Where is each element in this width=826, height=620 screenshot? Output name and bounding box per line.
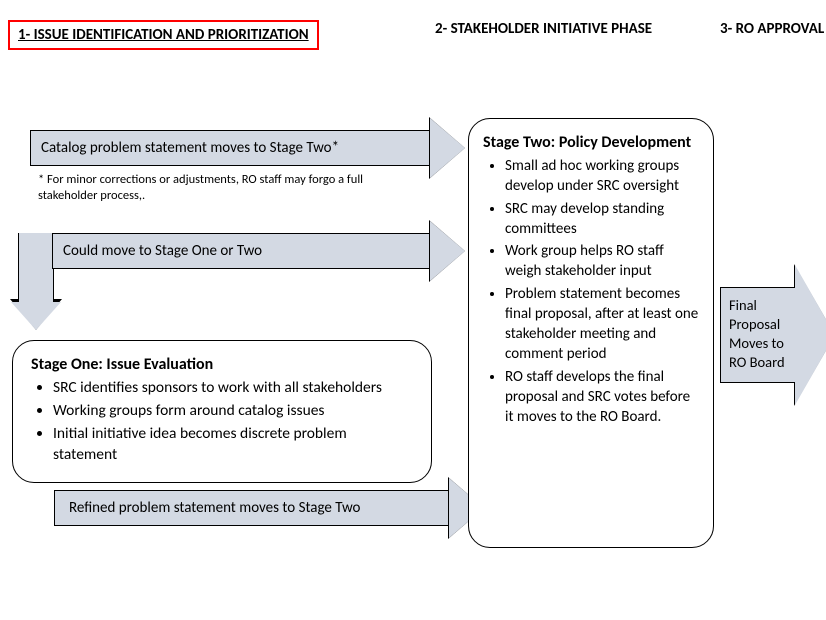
- header-phase-1: 1- ISSUE IDENTIFICATION AND PRIORITIZATI…: [8, 20, 319, 50]
- list-item: Work group helps RO staff weigh stakehol…: [505, 241, 699, 282]
- arrow-down-segment: [18, 233, 54, 303]
- arrow-catalog-to-stage-two: Catalog problem statement moves to Stage…: [30, 130, 430, 166]
- stage-two-title: Stage Two: Policy Development: [483, 133, 699, 152]
- arrow-head-down-icon: [11, 302, 61, 330]
- arrow-could-move: Could move to Stage One or Two: [52, 233, 430, 269]
- stage-two-list: Small ad hoc working groups develop unde…: [483, 156, 699, 427]
- stage-two-box: Stage Two: Policy Development Small ad h…: [468, 118, 714, 548]
- list-item: SRC may develop standing committees: [505, 199, 699, 240]
- arrow-label: Refined problem statement moves to Stage…: [69, 499, 360, 517]
- header-phase-2: 2- STAKEHOLDER INITIATIVE PHASE: [435, 20, 652, 38]
- arrow-label: Final Proposal Moves to RO Board: [720, 287, 795, 383]
- list-item: Problem statement becomes final proposal…: [505, 284, 699, 365]
- arrow-head-icon: [430, 118, 465, 178]
- list-item: SRC identifies sponsors to work with all…: [53, 378, 413, 399]
- list-item: RO staff develops the final proposal and…: [505, 367, 699, 428]
- list-item: Small ad hoc working groups develop unde…: [505, 156, 699, 197]
- list-item: Initial initiative idea becomes discrete…: [53, 424, 413, 466]
- arrow-label: Catalog problem statement moves to Stage…: [41, 139, 339, 157]
- arrow-head-icon: [430, 221, 465, 281]
- stage-one-list: SRC identifies sponsors to work with all…: [31, 378, 413, 466]
- arrow-refined-to-stage-two: Refined problem statement moves to Stage…: [54, 490, 449, 526]
- arrow-label: Could move to Stage One or Two: [63, 242, 262, 260]
- stage-one-title: Stage One: Issue Evaluation: [31, 355, 413, 374]
- list-item: Working groups form around catalog issue…: [53, 401, 413, 422]
- arrow-final-to-board: Final Proposal Moves to RO Board: [720, 265, 826, 405]
- arrow-head-icon: [795, 265, 826, 405]
- header-phase-3: 3- RO APPROVAL: [720, 20, 824, 38]
- stage-one-box: Stage One: Issue Evaluation SRC identifi…: [12, 340, 432, 483]
- footnote-text: * For minor corrections or adjustments, …: [38, 172, 418, 205]
